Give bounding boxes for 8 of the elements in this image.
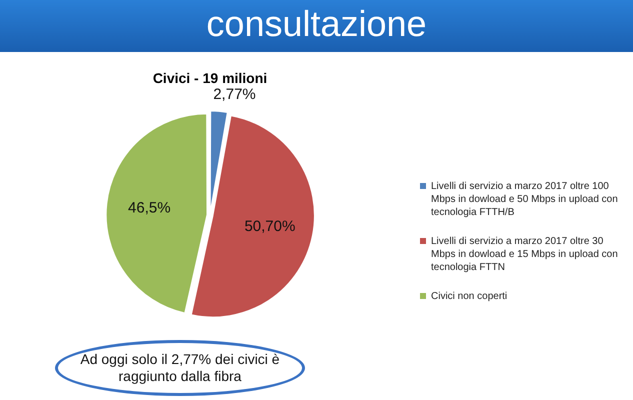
data-label: 2,77%: [213, 86, 256, 104]
text: Ad oggi solo il 2,77% dei civici è raggiunto dalla fibra: [80, 351, 280, 385]
legend-label: Civici non coperti: [431, 290, 508, 303]
data-label: 50,70%: [244, 218, 296, 236]
legend-label: Livelli di servizio a marzo 2017 oltre 100 Mbps in dowload e 50 Mbps in upload con tecnologia FTTH/B: [431, 180, 619, 219]
data-label: 46,5%: [128, 199, 171, 216]
legend-label: Livelli di servizio a marzo 2017 oltre 30 Mbps in dowload e 15 Mbps in upload con tecnologia FTTN: [431, 235, 619, 274]
chart-subtitle: Civici - 19 milioni: [152, 70, 268, 86]
